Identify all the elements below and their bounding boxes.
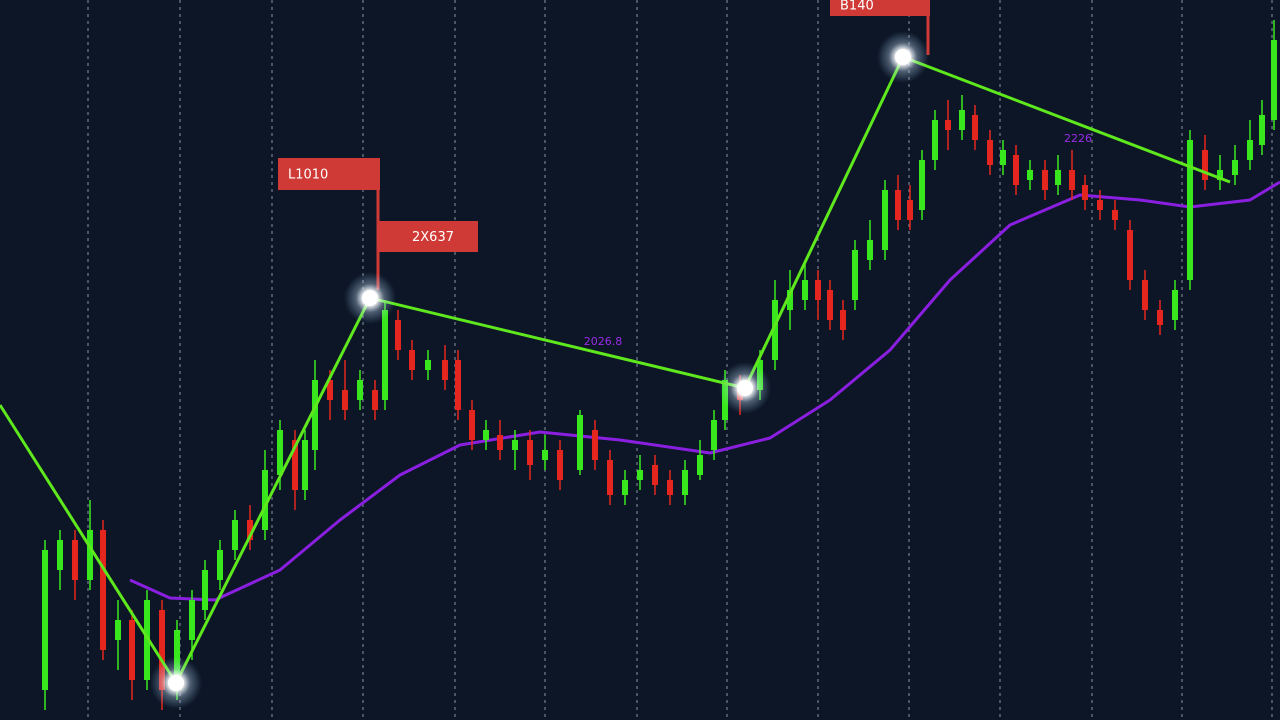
candle-body	[1027, 170, 1033, 180]
candle-body	[1082, 185, 1088, 200]
candle-body	[637, 470, 643, 480]
candle-body	[217, 550, 223, 580]
candle-body	[682, 470, 688, 495]
candle-body	[129, 620, 135, 680]
flag-label: 2X637	[412, 230, 454, 245]
candle-body	[247, 520, 253, 540]
candle-body	[100, 530, 106, 650]
candle-body	[1271, 40, 1277, 120]
line-label: 2026.8	[584, 335, 623, 348]
candle-body	[409, 350, 415, 370]
candle-body	[497, 435, 503, 450]
candle-body	[592, 430, 598, 460]
candle-body	[189, 600, 195, 640]
candle-body	[1259, 115, 1265, 145]
pivot-core	[737, 380, 753, 396]
pivot-core	[895, 49, 911, 65]
candle-body	[1142, 280, 1148, 310]
candle-body	[787, 290, 793, 310]
candle-body	[144, 600, 150, 680]
candle-body	[483, 430, 489, 440]
candle-body	[202, 570, 208, 610]
candle-body	[815, 280, 821, 300]
candle-body	[907, 200, 913, 220]
flag-box	[378, 221, 478, 252]
candle-body	[469, 410, 475, 440]
candle-body	[262, 470, 268, 530]
candle-body	[852, 250, 858, 300]
candle-body	[1247, 140, 1253, 160]
candle-body	[1127, 230, 1133, 280]
flag-label: L1010	[288, 168, 328, 183]
candle-body	[357, 380, 363, 400]
candle-body	[1157, 310, 1163, 325]
flag-box	[830, 0, 930, 16]
candle-body	[622, 480, 628, 495]
candle-body	[987, 140, 993, 165]
candle-body	[342, 390, 348, 410]
candle-body	[1069, 170, 1075, 190]
candle-body	[882, 190, 888, 250]
line-label: 2226	[1064, 132, 1092, 145]
candle-body	[115, 620, 121, 640]
candle-body	[1042, 170, 1048, 190]
pivot-core	[168, 675, 184, 691]
candle-body	[1013, 155, 1019, 185]
indicator-line	[0, 55, 1231, 685]
candle-body	[1055, 170, 1061, 185]
candle-body	[772, 300, 778, 360]
candle-body	[382, 310, 388, 400]
candle-body	[1000, 150, 1006, 165]
candle-body	[667, 480, 673, 495]
flag-box	[278, 158, 380, 190]
candle-body	[42, 550, 48, 690]
candle-body	[455, 360, 461, 410]
candle-body	[1097, 200, 1103, 210]
candle-body	[159, 610, 165, 690]
candle-body	[827, 290, 833, 320]
candle-body	[542, 450, 548, 460]
candle-body	[277, 430, 283, 475]
candle-body	[607, 460, 613, 495]
pivot-core	[362, 290, 378, 306]
candle-body	[652, 465, 658, 485]
candle-body	[1217, 170, 1223, 180]
candle-body	[442, 360, 448, 380]
candle-body	[72, 540, 78, 580]
candle-body	[895, 190, 901, 220]
candle-body	[395, 320, 401, 350]
candle-body	[867, 240, 873, 260]
candle-body	[292, 440, 298, 490]
candle-body	[425, 360, 431, 370]
candle-body	[232, 520, 238, 550]
candle-body	[557, 450, 563, 480]
candle-body	[945, 120, 951, 130]
candle-body	[840, 310, 846, 330]
candle-body	[932, 120, 938, 160]
flag-label: B140	[840, 0, 874, 14]
candle-body	[327, 380, 333, 400]
candle-body	[1172, 290, 1178, 320]
candle-body	[802, 280, 808, 300]
candle-body	[919, 160, 925, 210]
candle-body	[372, 390, 378, 410]
candle-body	[1187, 140, 1193, 280]
candle-body	[302, 440, 308, 490]
candle-body	[1232, 160, 1238, 175]
candle-body	[312, 380, 318, 450]
candle-body	[1112, 210, 1118, 220]
candle-body	[577, 415, 583, 470]
indicator-line	[129, 180, 1280, 602]
candle-body	[959, 110, 965, 130]
candle-body	[87, 530, 93, 580]
candle-body	[57, 540, 63, 570]
candle-body	[972, 115, 978, 140]
candle-body	[527, 440, 533, 465]
candle-body	[1202, 150, 1208, 180]
candle-body	[697, 455, 703, 475]
candle-body	[512, 440, 518, 450]
candle-body	[711, 420, 717, 450]
